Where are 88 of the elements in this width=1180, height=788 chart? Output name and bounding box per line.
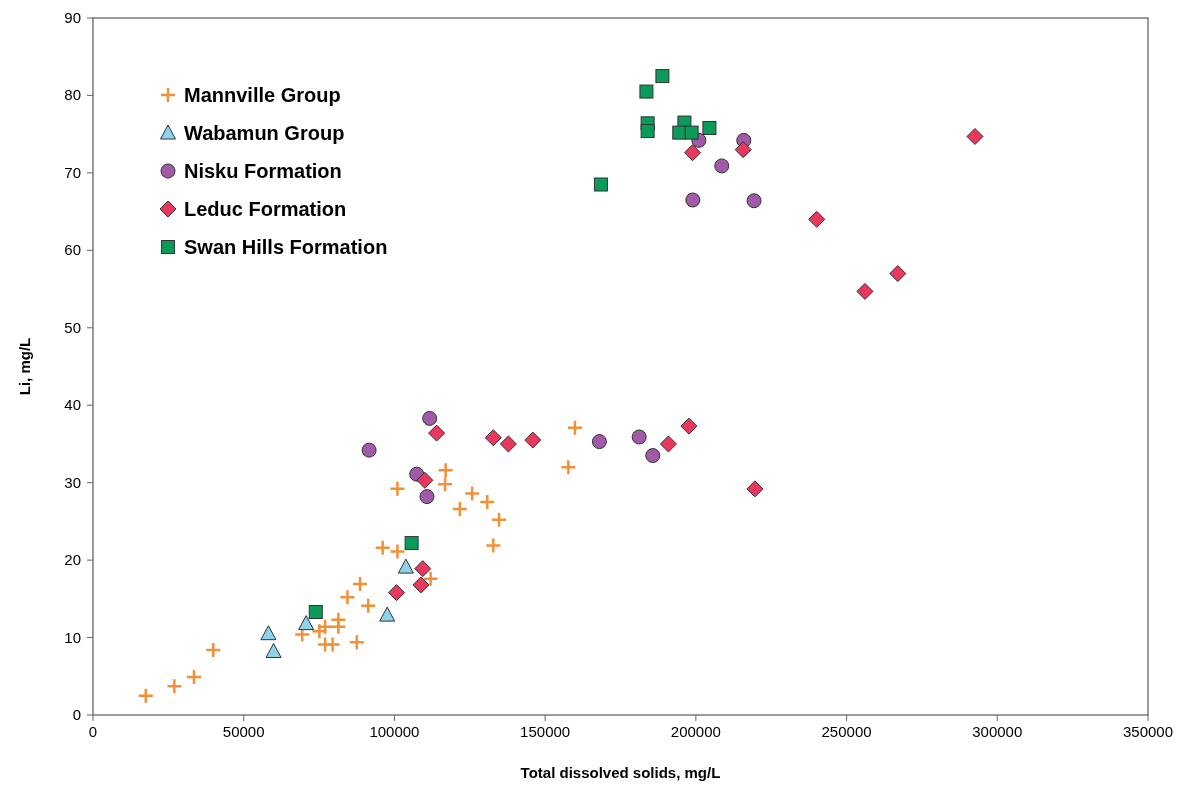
point — [672, 125, 687, 140]
x-tick-label: 0 — [88, 723, 98, 740]
point — [479, 493, 496, 511]
point — [422, 570, 439, 587]
legend-label: Leduc Formation — [184, 198, 347, 220]
x-tick-label: 100000 — [369, 723, 420, 740]
point — [404, 536, 419, 551]
point — [422, 410, 438, 426]
point — [298, 615, 315, 631]
y-tick-label: 0 — [72, 706, 81, 723]
point — [412, 576, 430, 594]
point — [351, 575, 369, 593]
y-tick-label: 80 — [64, 86, 81, 104]
y-tick-label: 30 — [64, 473, 81, 491]
y-tick-label: 90 — [64, 9, 81, 26]
point — [684, 144, 702, 162]
point — [324, 636, 341, 653]
y-axis-title: Li, mg/L — [16, 337, 33, 396]
point — [714, 158, 730, 174]
point — [463, 485, 481, 502]
legend-label: Mannville Group — [184, 84, 341, 106]
point — [389, 543, 406, 560]
point — [856, 282, 874, 300]
point — [746, 193, 762, 209]
point — [631, 429, 647, 445]
point — [593, 177, 608, 192]
point — [185, 668, 203, 686]
y-tick-label: 70 — [64, 163, 81, 181]
y-tick-label: 60 — [64, 241, 81, 259]
point — [685, 192, 701, 208]
point — [451, 500, 469, 518]
point — [966, 127, 984, 145]
point — [889, 265, 907, 283]
point — [746, 480, 764, 498]
point — [524, 431, 542, 449]
point — [437, 462, 454, 479]
point — [428, 424, 446, 442]
point — [702, 120, 717, 135]
point — [379, 606, 396, 622]
point — [359, 597, 377, 615]
x-axis-title: Total dissolved solids, mg/L — [520, 764, 721, 781]
x-tick-label: 200000 — [670, 723, 721, 740]
x-tick-label: 150000 — [520, 723, 571, 740]
point — [416, 471, 434, 489]
point — [639, 84, 654, 99]
x-tick-label: 350000 — [1122, 723, 1174, 740]
x-tick-label: 50000 — [222, 723, 265, 740]
point — [490, 511, 508, 529]
point — [389, 480, 406, 498]
point — [339, 589, 356, 606]
point — [485, 537, 502, 554]
point — [436, 475, 454, 493]
point — [397, 558, 414, 574]
point — [414, 560, 432, 578]
point — [137, 687, 154, 704]
x-tick-label: 300000 — [972, 723, 1023, 740]
y-tick-label: 40 — [64, 396, 81, 414]
point — [734, 141, 752, 159]
point — [308, 605, 323, 619]
point — [419, 489, 435, 505]
point — [388, 584, 406, 602]
point — [166, 678, 183, 695]
point — [374, 539, 391, 556]
point — [260, 625, 277, 641]
point — [645, 448, 661, 464]
point — [808, 210, 826, 228]
point — [659, 435, 677, 453]
point — [655, 69, 670, 84]
x-tick-label: 250000 — [821, 723, 872, 740]
point — [640, 124, 655, 139]
point — [680, 417, 698, 435]
point — [361, 442, 377, 458]
point — [205, 641, 222, 659]
legend-label: Nisku Formation — [184, 160, 342, 182]
point — [348, 633, 365, 651]
point — [484, 429, 502, 447]
y-tick-label: 50 — [64, 318, 81, 336]
legend-label: Wabamun Group — [184, 122, 345, 144]
y-tick-label: 10 — [64, 628, 81, 646]
point — [566, 419, 584, 436]
point — [499, 435, 517, 453]
point — [591, 434, 607, 450]
point — [265, 643, 282, 658]
point — [684, 125, 699, 140]
legend-label: Swan Hills Formation — [184, 236, 388, 258]
point — [316, 618, 334, 635]
y-tick-label: 20 — [64, 551, 81, 569]
point — [560, 458, 577, 476]
